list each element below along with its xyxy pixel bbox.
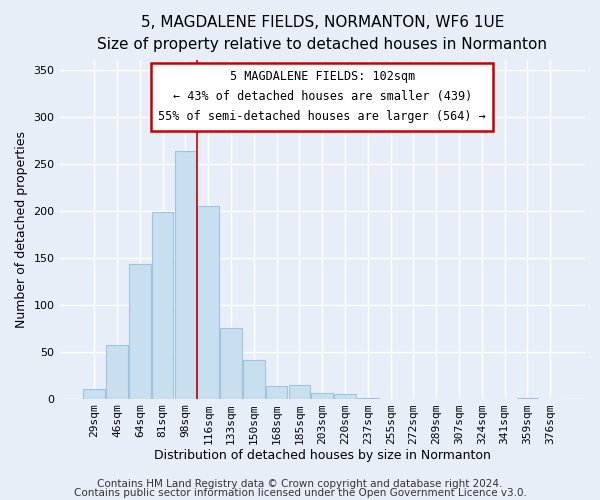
Bar — [220, 328, 242, 398]
Bar — [106, 345, 128, 399]
Bar — [311, 393, 333, 398]
Text: 5 MAGDALENE FIELDS: 102sqm
← 43% of detached houses are smaller (439)
55% of sem: 5 MAGDALENE FIELDS: 102sqm ← 43% of deta… — [158, 70, 486, 124]
Bar — [243, 360, 265, 399]
Text: Contains HM Land Registry data © Crown copyright and database right 2024.: Contains HM Land Registry data © Crown c… — [97, 479, 503, 489]
Bar — [129, 264, 151, 398]
Title: 5, MAGDALENE FIELDS, NORMANTON, WF6 1UE
Size of property relative to detached ho: 5, MAGDALENE FIELDS, NORMANTON, WF6 1UE … — [97, 15, 547, 52]
Text: Contains public sector information licensed under the Open Government Licence v3: Contains public sector information licen… — [74, 488, 526, 498]
Bar — [175, 152, 196, 398]
Bar — [334, 394, 356, 398]
Bar — [197, 206, 219, 398]
X-axis label: Distribution of detached houses by size in Normanton: Distribution of detached houses by size … — [154, 450, 491, 462]
Bar — [152, 212, 173, 398]
Y-axis label: Number of detached properties: Number of detached properties — [15, 131, 28, 328]
Bar — [266, 386, 287, 398]
Bar — [289, 386, 310, 398]
Bar — [83, 389, 105, 398]
